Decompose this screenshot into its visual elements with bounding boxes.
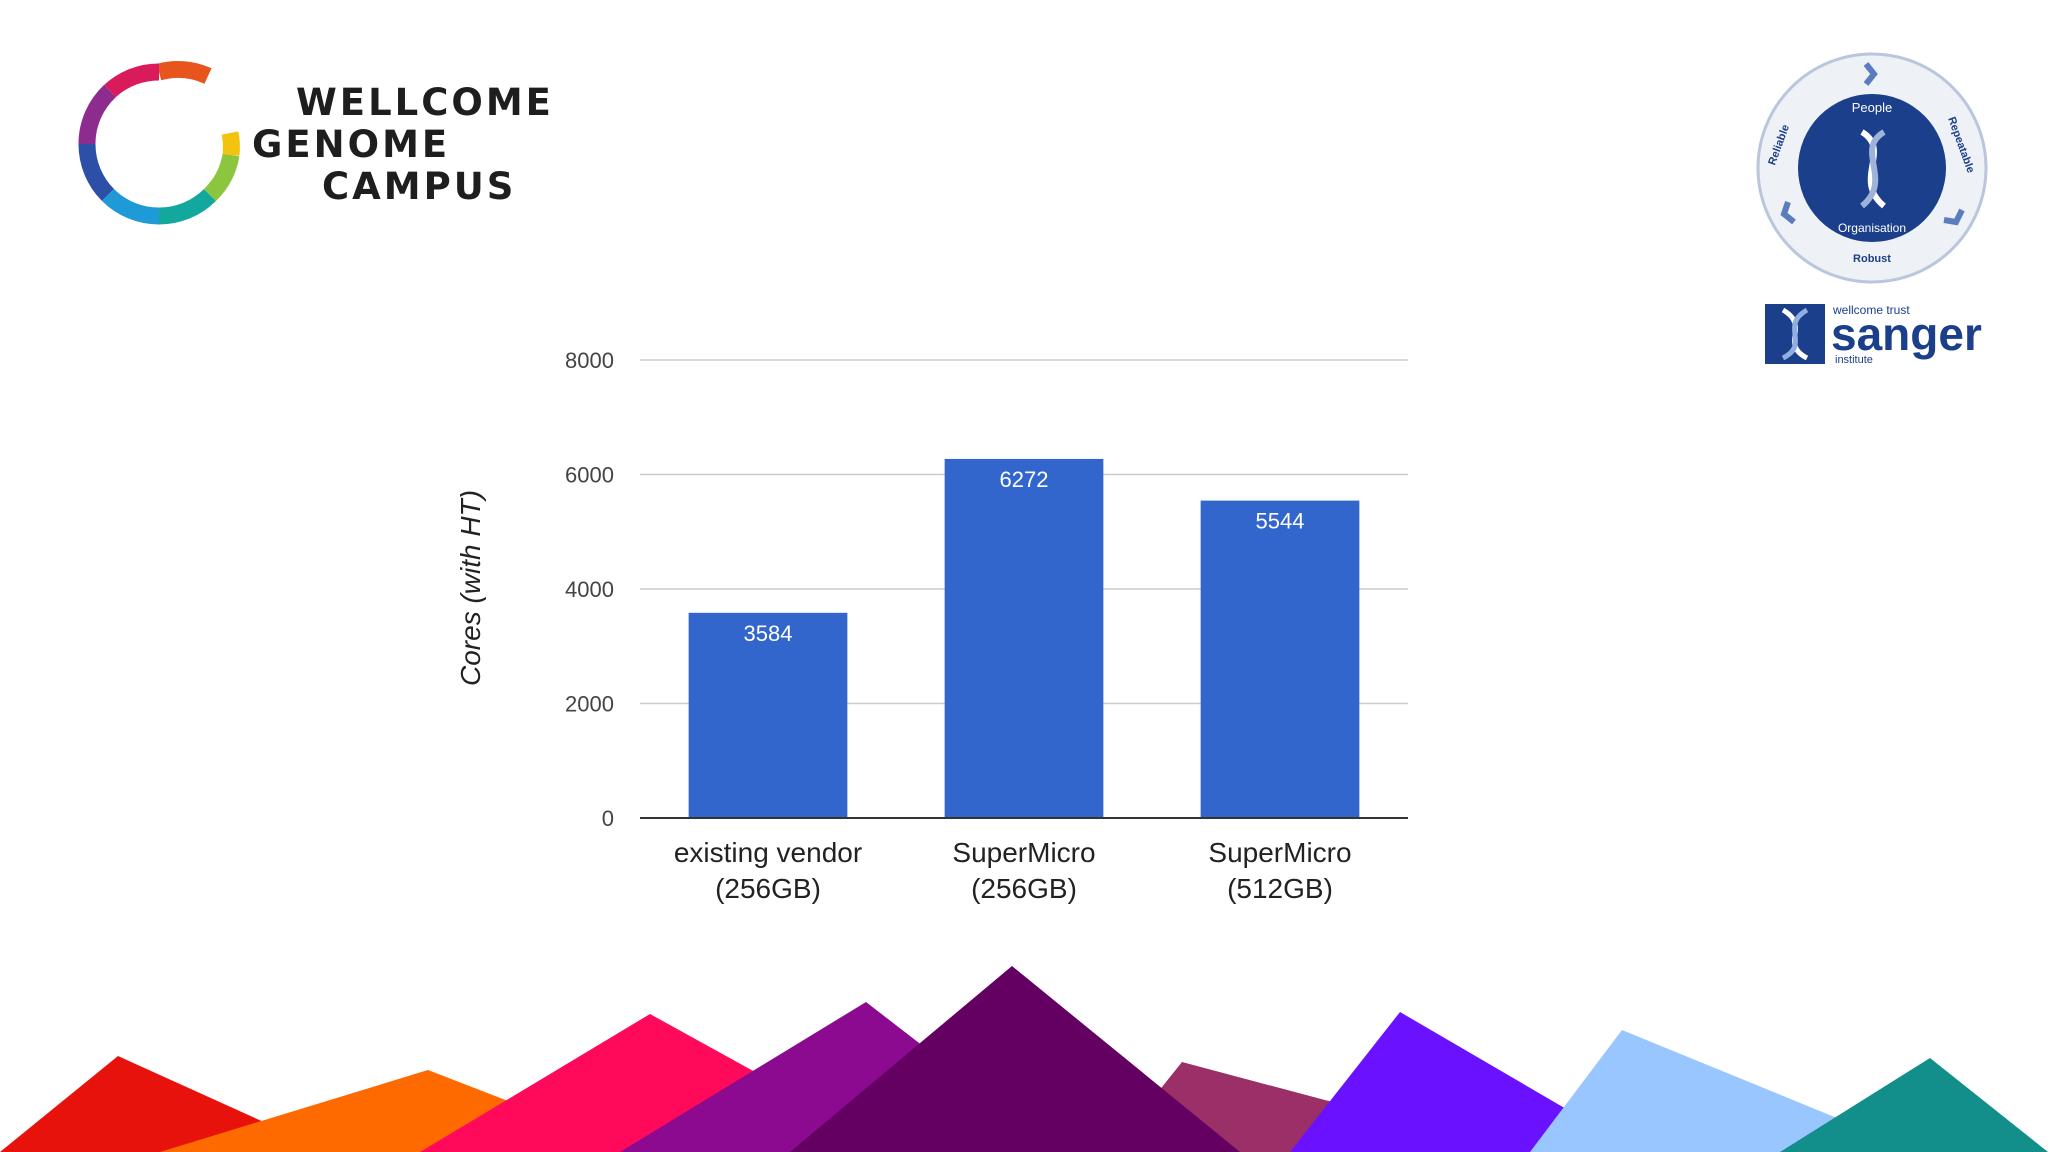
campus-logo-word-3: CAMPUS: [322, 165, 517, 208]
wellcome-genome-campus-logo: WELLCOME GENOME CAMPUS: [70, 55, 551, 235]
x-tick-label: existing vendor (256GB): [674, 837, 862, 904]
sanger-values-badge: People Organisation Reliable Repeatable …: [1756, 52, 1988, 284]
x-tick-label-line: SuperMicro: [1208, 837, 1351, 868]
y-tick-label: 8000: [565, 348, 614, 373]
badge-word-base: Robust: [1853, 253, 1891, 265]
x-tick-label-line: (512GB): [1227, 873, 1333, 904]
bar-data-label: 6272: [1000, 467, 1049, 492]
y-tick-label: 6000: [565, 463, 614, 488]
badge-word-bottom: Organisation: [1838, 221, 1906, 235]
chart-x-ticks: existing vendor (256GB)SuperMicro (256GB)S…: [674, 837, 1352, 904]
bar: [1200, 500, 1360, 818]
campus-logo-word-2: GENOME: [252, 123, 451, 166]
x-tick-label: SuperMicro (256GB): [952, 837, 1095, 904]
chevron-left-icon: [1780, 201, 1796, 225]
y-tick-label: 4000: [565, 577, 614, 602]
y-axis-label: Cores (with HT): [455, 490, 486, 686]
chart-bars: [688, 458, 1360, 818]
sanger-logo-top-text: wellcome trust: [1832, 303, 1910, 317]
bar-data-label: 3584: [744, 621, 793, 646]
x-tick-label-line: SuperMicro: [952, 837, 1095, 868]
x-tick-label-line: (256GB): [715, 873, 821, 904]
chart-data-labels: 3584 6272 5544: [744, 467, 1305, 646]
campus-logo-word-1: WELLCOME: [296, 81, 554, 124]
x-tick-label-line: (256GB): [971, 873, 1077, 904]
bar-data-label: 5544: [1256, 509, 1305, 534]
chevron-down-icon: [1943, 208, 1965, 226]
badge-word-top: People: [1852, 100, 1892, 115]
sanger-logo-main-text: sanger: [1831, 308, 1982, 360]
cores-bar-chart: 0 2000 4000 6000 8000 3584 6272 5544 existing …: [455, 348, 1408, 904]
sanger-institute-logo: wellcome trust sanger institute: [1765, 303, 1982, 366]
campus-ring-icon: [78, 60, 240, 225]
y-tick-label: 0: [602, 806, 614, 831]
y-tick-label: 2000: [565, 692, 614, 717]
footer-mountains-decoration: [0, 966, 2048, 1152]
x-tick-label: SuperMicro (512GB): [1208, 837, 1351, 904]
sanger-logo-bottom-text: institute: [1835, 354, 1873, 366]
x-tick-label-line: existing vendor: [674, 837, 862, 868]
chart-y-ticks: 0 2000 4000 6000 8000: [565, 348, 614, 831]
bar: [944, 458, 1104, 818]
chevron-right-icon: [1863, 62, 1878, 86]
bar: [688, 612, 848, 818]
